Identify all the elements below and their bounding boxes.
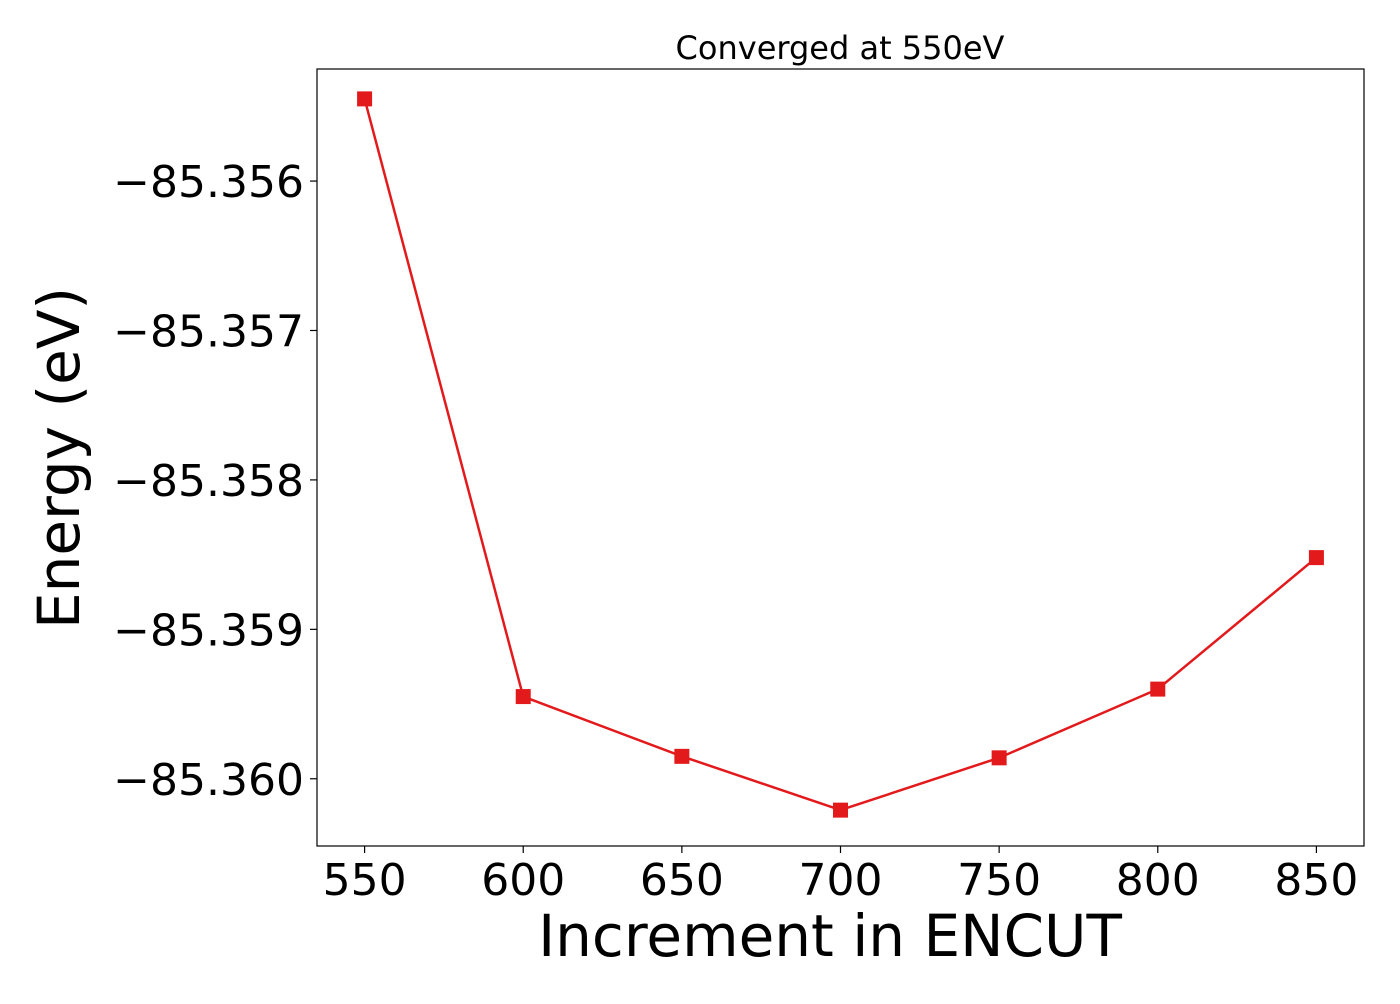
- data-point-marker: [674, 748, 690, 764]
- y-tick-label: −85.358: [113, 456, 304, 507]
- plot-frame: [316, 68, 1365, 847]
- y-axis-label: Energy (eV): [25, 287, 93, 629]
- x-tick-label: 700: [799, 855, 883, 906]
- data-point-marker: [833, 802, 848, 818]
- data-point-marker: [991, 750, 1007, 766]
- y-tick-label: −85.359: [113, 605, 304, 656]
- x-axis: 550 600 650 700 750 800 850: [323, 846, 1358, 906]
- x-tick-label: 750: [957, 855, 1041, 906]
- y-tick-label: −85.356: [113, 157, 304, 208]
- y-tick-label: −85.357: [113, 306, 304, 357]
- x-tick-label: 550: [323, 855, 407, 906]
- data-point-marker: [357, 91, 373, 107]
- chart-title: Converged at 550eV: [676, 29, 1005, 67]
- x-tick-label: 650: [640, 855, 724, 906]
- series-line: [363, 98, 1318, 812]
- x-axis-label: Increment in ENCUT: [538, 902, 1122, 970]
- data-point-marker: [1150, 681, 1166, 697]
- data-point-marker: [515, 689, 531, 705]
- y-tick-label: −85.360: [113, 755, 304, 806]
- y-axis: −85.356 −85.357 −85.358 −85.359 −85.360: [113, 157, 317, 806]
- plot-area: [357, 91, 1324, 818]
- x-tick-label: 800: [1116, 855, 1200, 906]
- data-point-marker: [1308, 550, 1324, 566]
- x-tick-label: 850: [1274, 855, 1358, 906]
- x-tick-label: 600: [481, 855, 565, 906]
